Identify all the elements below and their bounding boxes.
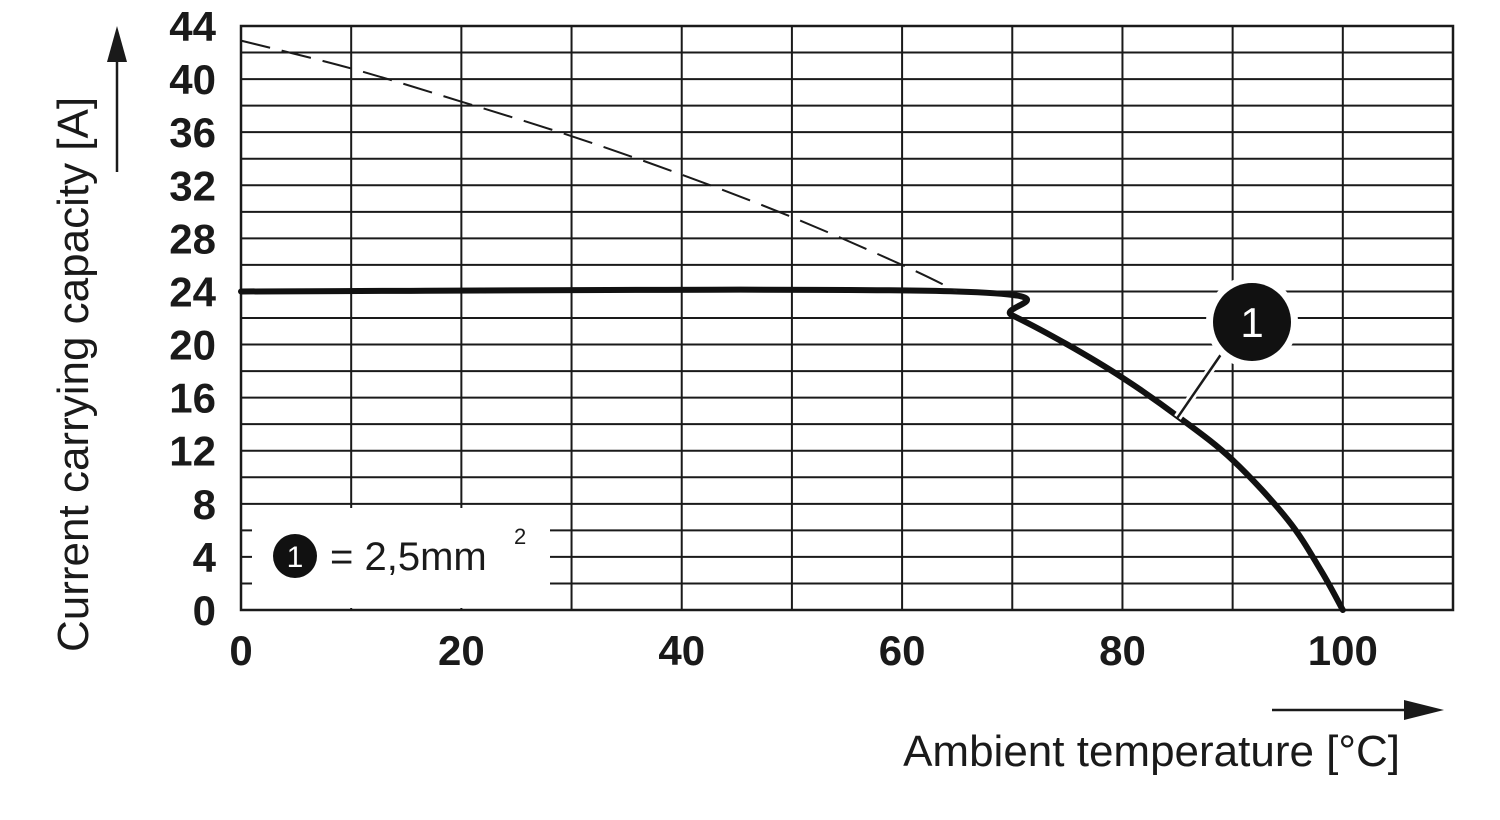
x-axis-arrow-head <box>1404 700 1444 720</box>
x-tick-labels: 0 20 40 60 80 100 <box>229 627 1378 674</box>
x-tick-label: 40 <box>658 627 705 674</box>
y-tick-label: 12 <box>169 428 216 475</box>
marker-circle <box>1213 283 1291 361</box>
legend-marker-circle <box>273 534 317 578</box>
marker-label: 1 <box>1240 299 1263 346</box>
y-tick-label: 20 <box>169 322 216 369</box>
series-layer <box>238 39 1346 613</box>
plot-frame <box>239 24 1455 612</box>
marker-leader-line-inner <box>1176 349 1226 419</box>
x-tick-label: 100 <box>1308 627 1378 674</box>
series-curve-dashed <box>240 39 958 293</box>
y-axis-title: Current carrying capacity [A] <box>49 97 98 652</box>
x-axis-title: Ambient temperature [°C] <box>903 727 1400 776</box>
y-tick-label: 32 <box>169 162 216 209</box>
curve-marker: 1 <box>1174 276 1298 420</box>
series-curve-main <box>238 286 1346 613</box>
y-tick-label: 16 <box>169 375 216 422</box>
y-tick-label: 28 <box>169 215 216 262</box>
y-tick-label: 36 <box>169 109 216 156</box>
x-tick-label: 20 <box>438 627 485 674</box>
y-tick-label: 8 <box>193 481 216 528</box>
x-tick-label: 0 <box>229 627 252 674</box>
legend-text: = 2,5mm <box>330 535 487 579</box>
x-axis-title-group: Ambient temperature [°C] <box>903 700 1444 776</box>
x-tick-label: 60 <box>879 627 926 674</box>
y-tick-label: 44 <box>169 3 216 50</box>
y-tick-labels: 0 4 8 12 16 20 24 28 32 36 40 44 <box>169 3 216 634</box>
y-axis-arrow-head <box>107 26 127 62</box>
y-axis-title-group: Current carrying capacity [A] <box>49 26 127 652</box>
legend-superscript: 2 <box>514 524 526 549</box>
x-tick-label: 80 <box>1099 627 1146 674</box>
legend-marker-label: 1 <box>287 541 304 574</box>
y-tick-label: 4 <box>193 534 217 581</box>
y-tick-label: 24 <box>169 268 216 315</box>
y-tick-label: 40 <box>169 56 216 103</box>
legend-box: 1 = 2,5mm 2 <box>252 508 550 608</box>
y-tick-label: 0 <box>193 587 216 634</box>
